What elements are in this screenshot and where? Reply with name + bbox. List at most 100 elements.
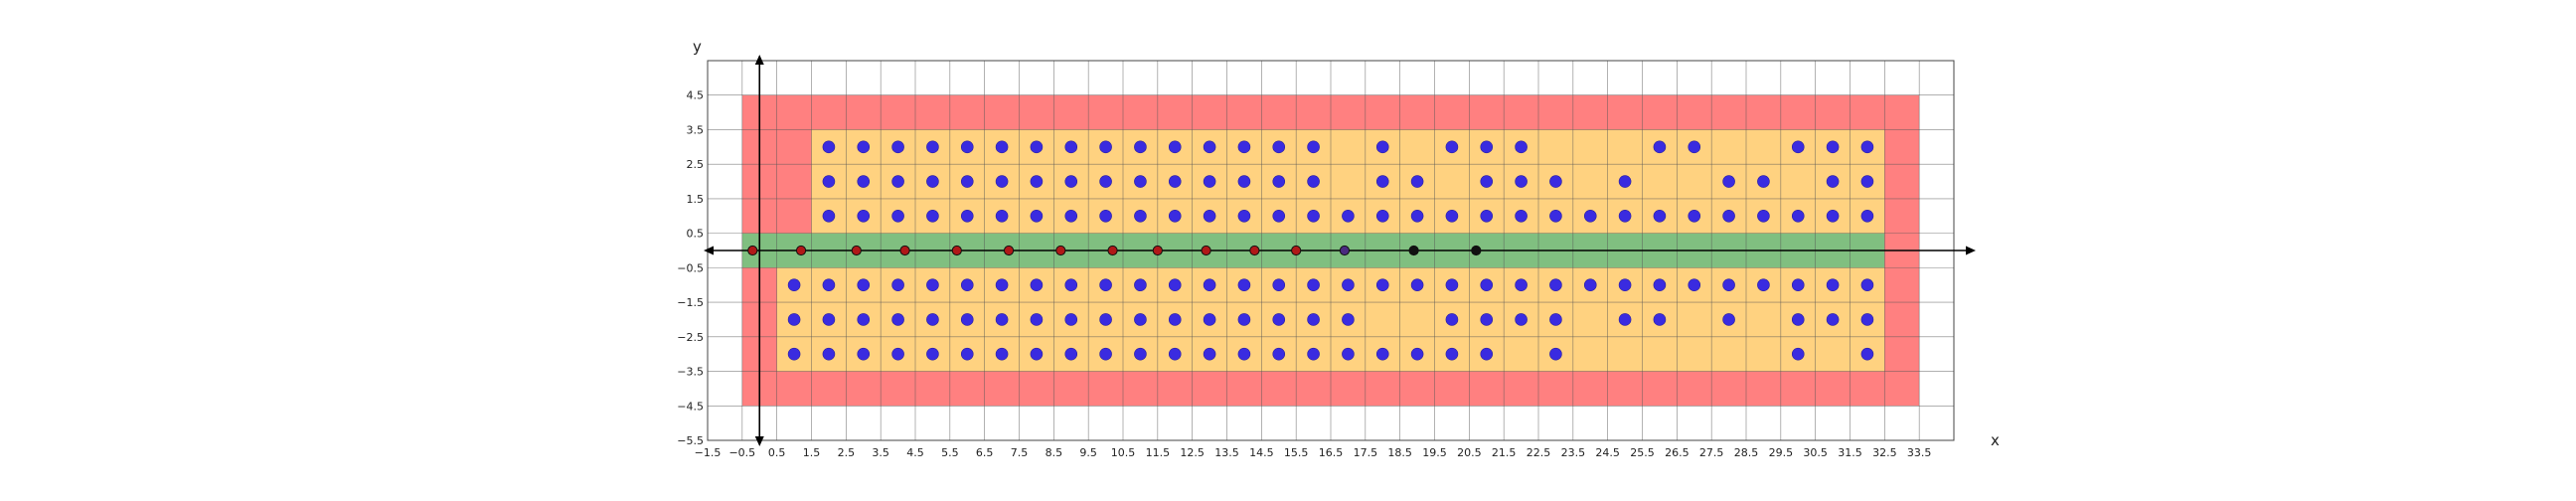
x-axis-arrow-right-icon	[1966, 246, 1976, 255]
data-point	[1134, 313, 1147, 326]
x-tick-label: 23.5	[1561, 446, 1586, 459]
data-point	[1064, 175, 1078, 188]
data-point	[995, 140, 1009, 154]
data-point	[1583, 209, 1597, 223]
y-tick-label: 0.5	[687, 228, 705, 241]
x-tick-label: −0.5	[728, 446, 755, 459]
data-point	[1030, 140, 1044, 154]
data-point	[1445, 209, 1459, 223]
data-point	[926, 278, 939, 292]
data-point	[1445, 278, 1459, 292]
x-tick-label: 8.5	[1046, 446, 1063, 459]
data-point	[787, 278, 801, 292]
data-point	[1099, 278, 1112, 292]
data-point	[787, 313, 801, 326]
data-point	[1618, 209, 1632, 223]
data-point	[1722, 209, 1735, 223]
data-point	[995, 347, 1009, 361]
y-axis-label: y	[693, 38, 702, 56]
data-point	[1860, 175, 1874, 188]
data-point	[1272, 175, 1286, 188]
x-tick-label: 20.5	[1457, 446, 1482, 459]
axis-data-point	[1152, 245, 1163, 256]
data-point	[1237, 278, 1251, 292]
axis-data-point	[851, 245, 862, 256]
y-tick-label: 3.5	[687, 123, 705, 136]
data-point	[1688, 209, 1701, 223]
data-point	[1375, 140, 1389, 154]
data-point	[822, 209, 836, 223]
data-point	[1375, 278, 1389, 292]
y-tick-label: 4.5	[687, 89, 705, 102]
data-point	[1722, 313, 1735, 326]
data-point	[891, 347, 904, 361]
data-point	[1237, 209, 1251, 223]
data-point	[891, 313, 904, 326]
data-point	[1549, 209, 1562, 223]
data-point	[1030, 278, 1044, 292]
data-point	[1618, 313, 1632, 326]
axis-data-point	[1003, 245, 1015, 256]
data-point	[1653, 209, 1667, 223]
data-point	[1826, 140, 1840, 154]
x-tick-label: 13.5	[1214, 446, 1239, 459]
x-axis-label: x	[1991, 431, 2000, 449]
data-point	[1064, 347, 1078, 361]
data-point	[926, 209, 939, 223]
data-point	[1549, 278, 1562, 292]
data-point	[1515, 313, 1528, 326]
data-point	[822, 140, 836, 154]
data-point	[1099, 347, 1112, 361]
data-point	[1134, 347, 1147, 361]
x-tick-label: 33.5	[1907, 446, 1932, 459]
y-tick-label: 1.5	[687, 193, 705, 206]
y-tick-labels: 4.5 3.5 2.5 1.5 0.5 −0.5 −1.5 −2.5 −3.5 −4.5 −5.5	[677, 89, 704, 447]
axis-data-point	[1055, 245, 1066, 256]
data-point	[1688, 140, 1701, 154]
data-point	[1688, 278, 1701, 292]
data-point	[926, 313, 939, 326]
data-point	[1168, 313, 1182, 326]
data-point	[1410, 278, 1424, 292]
data-point	[1099, 140, 1112, 154]
data-point	[787, 347, 801, 361]
data-point	[960, 278, 974, 292]
data-point	[822, 175, 836, 188]
data-point	[1410, 209, 1424, 223]
data-point	[1307, 347, 1320, 361]
x-tick-label: 32.5	[1872, 446, 1897, 459]
data-point	[960, 140, 974, 154]
y-axis-arrow-down-icon	[754, 436, 764, 446]
y-tick-label: −2.5	[677, 331, 704, 344]
data-point	[1480, 347, 1494, 361]
data-point	[995, 278, 1009, 292]
x-tick-label: 4.5	[906, 446, 924, 459]
data-point	[1445, 140, 1459, 154]
data-point	[1480, 313, 1494, 326]
data-point	[1791, 278, 1805, 292]
data-point	[995, 313, 1009, 326]
data-point	[857, 140, 871, 154]
x-tick-label: 30.5	[1803, 446, 1828, 459]
x-tick-label: 27.5	[1699, 446, 1724, 459]
data-point	[857, 347, 871, 361]
data-point	[1515, 278, 1528, 292]
data-point	[1653, 313, 1667, 326]
axis-data-point	[1339, 245, 1351, 256]
data-point	[822, 278, 836, 292]
data-point	[1860, 209, 1874, 223]
x-tick-label: 0.5	[768, 446, 786, 459]
data-point	[1791, 209, 1805, 223]
data-point	[1203, 209, 1216, 223]
axis-data-point	[1408, 245, 1419, 256]
x-tick-label: 22.5	[1527, 446, 1551, 459]
x-tick-label: 19.5	[1422, 446, 1447, 459]
data-point	[1307, 278, 1320, 292]
data-point	[857, 209, 871, 223]
data-point	[1168, 140, 1182, 154]
x-tick-label: 24.5	[1595, 446, 1620, 459]
data-point	[857, 278, 871, 292]
data-point	[1168, 175, 1182, 188]
data-point	[1445, 313, 1459, 326]
axis-data-point	[1471, 245, 1482, 256]
